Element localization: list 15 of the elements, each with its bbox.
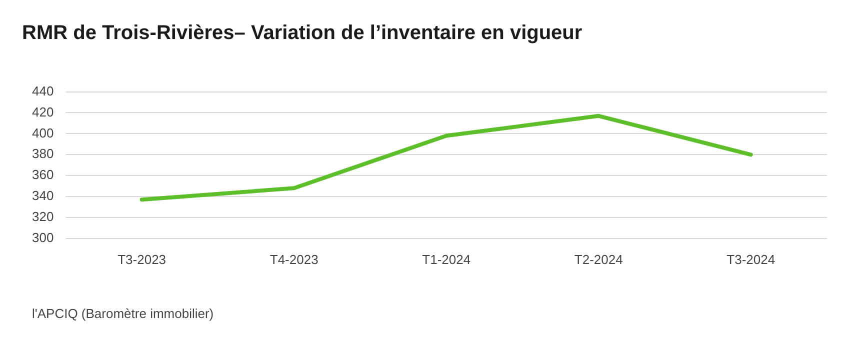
- x-tick-label: T2-2024: [574, 252, 623, 267]
- y-tick-label: 300: [32, 230, 54, 245]
- y-tick-label: 340: [32, 188, 54, 204]
- y-tick-label: 420: [32, 104, 54, 120]
- y-tick-label: 320: [32, 209, 54, 224]
- x-tick-label: T4-2023: [270, 252, 318, 267]
- y-tick-label: 360: [32, 167, 54, 182]
- chart-title: RMR de Trois-Rivières– Variation de l’inventaire en vigueur: [22, 22, 582, 45]
- x-tick-label: T3-2024: [726, 252, 776, 267]
- y-tick-label: 440: [32, 83, 54, 98]
- y-tick-label: 380: [32, 146, 54, 162]
- text: l'APCIQ (Baromètre immobilier): [32, 306, 214, 321]
- y-tick-label: 400: [32, 125, 54, 140]
- x-tick-label: T1-2024: [422, 252, 471, 267]
- x-tick-label: T3-2023: [118, 252, 166, 267]
